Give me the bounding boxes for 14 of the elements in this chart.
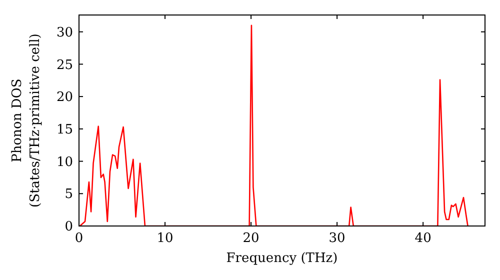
x-tick-label: 30	[328, 231, 346, 246]
y-tick-label: 5	[64, 187, 73, 202]
y-axis-title: Phonon DOS (States/THz·primitive cell)	[10, 33, 43, 208]
y-tick-label: 15	[56, 122, 73, 138]
y-tick-label: 10	[56, 154, 73, 170]
x-tick-label: 40	[414, 231, 432, 246]
x-tick-label: 10	[156, 231, 174, 246]
x-tick-label: 0	[74, 231, 84, 246]
x-tick-label: 20	[242, 231, 260, 246]
y-tick-label: 25	[56, 58, 73, 73]
y-tick-label: 30	[56, 25, 73, 40]
x-axis-title: Frequency (THz)	[226, 251, 338, 266]
y-tick-label: 20	[56, 90, 73, 106]
y-tick-label: 0	[64, 220, 73, 235]
